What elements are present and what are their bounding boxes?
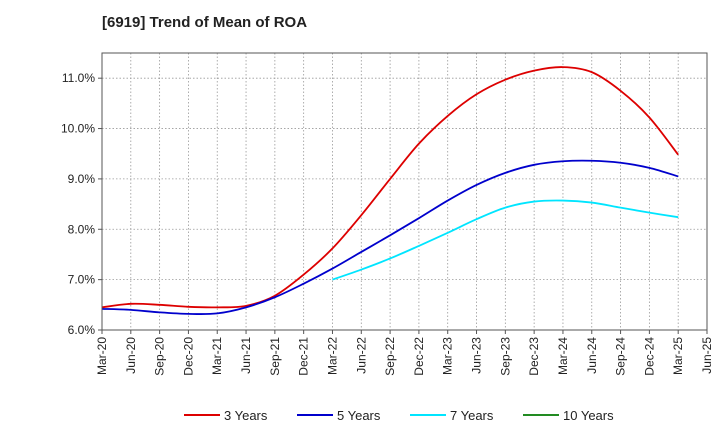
plot-background	[102, 53, 707, 330]
legend-label-7-years: 7 Years	[450, 408, 494, 423]
x-tick-label: Jun-25	[700, 337, 714, 374]
x-axis: Mar-20 Jun-20 Sep-20 Dec-20 Mar-21 Jun-21 Sep-…	[95, 330, 714, 376]
x-tick-label: Mar-22	[325, 337, 339, 375]
x-tick-label: Jun-23	[470, 337, 484, 374]
x-tick-label: Mar-20	[95, 337, 109, 375]
legend-label-5-years: 5 Years	[337, 408, 381, 423]
y-tick-label: 9.0%	[68, 172, 96, 186]
x-tick-label: Sep-24	[614, 337, 628, 376]
series-lines	[101, 66, 679, 316]
x-tick-label: Jun-20	[124, 337, 138, 374]
x-tick-label: Jun-21	[239, 337, 253, 374]
x-tick-label: Jun-22	[354, 337, 368, 374]
y-tick-label: 6.0%	[68, 323, 96, 337]
y-gridlines	[102, 77, 707, 281]
x-tick-label: Dec-24	[642, 337, 656, 376]
x-tick-label: Sep-22	[383, 337, 397, 376]
x-tick-label: Mar-23	[441, 337, 455, 375]
x-tick-label: Sep-21	[268, 337, 282, 376]
legend-label-10-years: 10 Years	[563, 408, 614, 423]
chart-title: [6919] Trend of Mean of ROA	[102, 14, 308, 31]
x-tick-label: Mar-25	[671, 337, 685, 375]
y-tick-label: 8.0%	[68, 222, 96, 236]
x-gridlines	[130, 53, 679, 330]
y-tick-label: 7.0%	[68, 273, 96, 287]
legend-label-3-years: 3 Years	[224, 408, 268, 423]
y-axis: 6.0% 7.0% 8.0% 9.0% 10.0% 11.0%	[61, 71, 102, 337]
y-tick-label: 11.0%	[62, 71, 95, 85]
series-line-5-years	[101, 159, 679, 316]
x-tick-label: Jun-24	[585, 337, 599, 374]
x-tick-label: Dec-23	[527, 337, 541, 376]
x-tick-label: Dec-21	[297, 337, 311, 376]
x-tick-label: Dec-20	[181, 337, 195, 376]
legend: 3 Years 5 Years 7 Years 10 Years	[184, 408, 614, 423]
series-line-7-years	[332, 199, 679, 281]
x-tick-label: Mar-21	[210, 337, 224, 375]
x-tick-label: Dec-22	[412, 337, 426, 376]
y-tick-label: 10.0%	[61, 122, 95, 136]
x-tick-label: Mar-24	[556, 337, 570, 375]
x-tick-label: Sep-23	[498, 337, 512, 376]
plot-frame	[101, 52, 708, 331]
series-line-3-years	[101, 66, 679, 309]
x-tick-label: Sep-20	[153, 337, 167, 376]
